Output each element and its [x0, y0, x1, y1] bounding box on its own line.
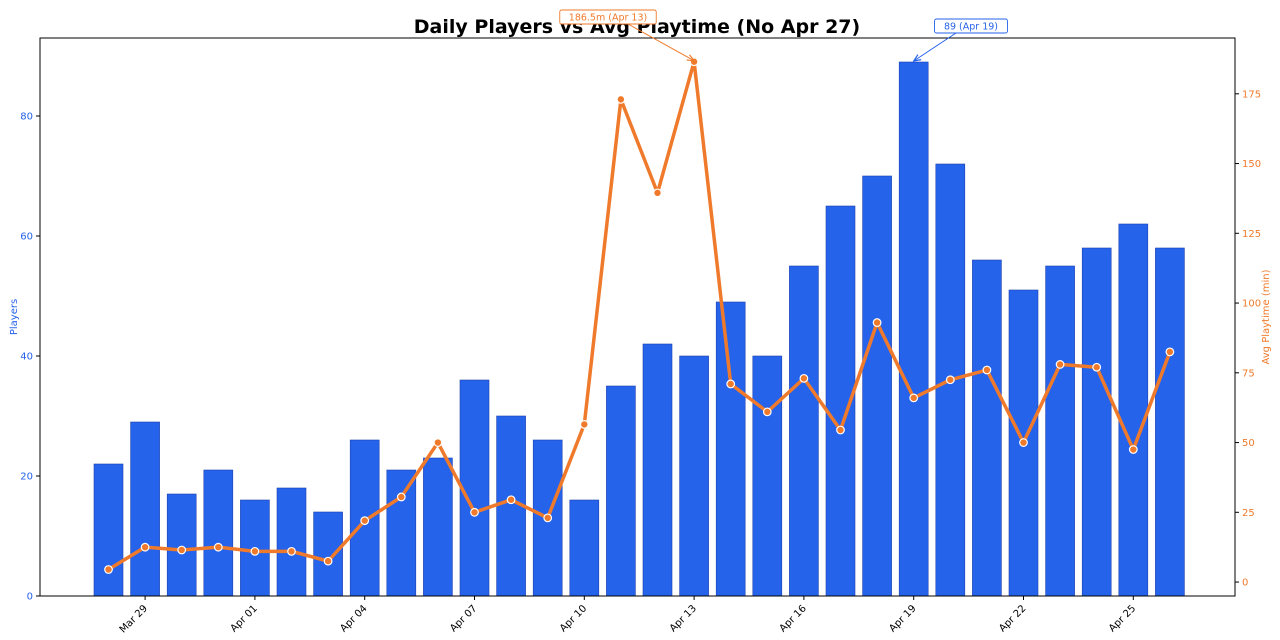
playtime-point: [396, 492, 406, 502]
y-tick-label-left: 80: [20, 112, 33, 123]
x-tick-label: Apr 16: [778, 603, 809, 634]
annotation-label: 89 (Apr 19): [944, 22, 998, 33]
chart-title: Daily Players vs Avg Playtime (No Apr 27…: [414, 16, 860, 38]
playtime-point: [140, 542, 150, 552]
bar: [459, 379, 490, 597]
playtime-point: [470, 507, 479, 517]
bar: [386, 469, 417, 597]
bar: [789, 265, 819, 597]
bar: [1118, 223, 1149, 597]
y-tick-label-right: 0: [1242, 578, 1248, 589]
playtime-point: [872, 318, 882, 327]
y-tick-label-right: 150: [1242, 159, 1261, 170]
playtime-point: [836, 425, 845, 435]
playtime-point: [1165, 347, 1175, 357]
bar: [130, 421, 160, 597]
playtime-point: [287, 546, 296, 556]
x-tick-label: Mar 29: [118, 603, 150, 635]
x-tick-label: Apr 13: [668, 603, 699, 634]
playtime-point: [1055, 360, 1065, 369]
y-tick-label-left: 20: [20, 472, 33, 483]
bar: [972, 259, 1002, 597]
bar: [1081, 247, 1112, 597]
y-tick-label-right: 100: [1242, 299, 1261, 310]
annotation-arrow: [627, 23, 694, 61]
bar: [93, 463, 124, 597]
playtime-point: [543, 513, 553, 523]
bar: [642, 343, 673, 597]
x-tick-label: Apr 22: [997, 603, 1028, 634]
playtime-point: [653, 188, 662, 198]
bar: [313, 511, 343, 597]
annotation-arrow: [914, 32, 957, 61]
y-tick-label-right: 125: [1242, 229, 1261, 240]
x-tick-label: Apr 10: [558, 603, 589, 634]
playtime-point: [433, 438, 443, 447]
bar: [1155, 247, 1185, 597]
playtime-point: [1092, 362, 1102, 372]
x-tick-label: Apr 01: [229, 603, 260, 634]
y-axis-label-left: Players: [9, 299, 20, 335]
playtime-point: [762, 407, 772, 417]
annotation-box: [559, 9, 657, 25]
y-tick-label-left: 40: [20, 352, 33, 363]
bar: [569, 499, 600, 597]
playtime-point: [360, 516, 370, 526]
x-tick-label: Apr 19: [887, 603, 918, 634]
y-tick-label-right: 75: [1242, 368, 1255, 379]
playtime-point: [982, 365, 992, 375]
y-tick-label-left: 60: [20, 232, 33, 243]
x-tick-label: Apr 07: [448, 603, 479, 634]
playtime-point: [104, 565, 113, 574]
playtime-point: [799, 373, 809, 383]
bar: [1045, 265, 1075, 597]
playtime-point: [945, 375, 955, 385]
playtime-point: [1019, 438, 1028, 447]
playtime-point: [506, 495, 516, 505]
bar: [679, 355, 709, 597]
bar: [752, 355, 783, 597]
bar: [606, 385, 636, 597]
plot-frame: [39, 37, 1236, 597]
y-tick-label-right: 25: [1242, 508, 1255, 519]
y-axis-label-right: Avg Playtime (min): [1261, 269, 1272, 364]
playtime-point: [323, 556, 333, 566]
playtime-point: [250, 546, 260, 556]
y-tick-label-right: 175: [1242, 89, 1261, 100]
bar: [276, 487, 307, 597]
annotation-box: [934, 18, 1008, 34]
playtime-line: [107, 59, 1172, 571]
playtime-point: [213, 542, 223, 552]
y-tick-label-left: 0: [27, 592, 33, 603]
playtime-point: [726, 379, 736, 389]
playtime-point: [616, 94, 626, 104]
x-tick-label: Apr 04: [338, 603, 369, 634]
annotation-label: 186.5m (Apr 13): [569, 13, 647, 24]
playtime-point: [909, 393, 919, 403]
y-tick-label-right: 50: [1242, 438, 1255, 449]
bar: [166, 493, 197, 597]
playtime-point: [1128, 445, 1138, 454]
playtime-point: [579, 420, 589, 429]
bar: [862, 175, 892, 597]
bar: [898, 61, 929, 597]
playtime-point: [177, 545, 187, 555]
bar: [715, 301, 746, 597]
bar: [423, 457, 453, 597]
bar: [203, 469, 234, 597]
x-tick-label: Apr 25: [1107, 603, 1138, 634]
